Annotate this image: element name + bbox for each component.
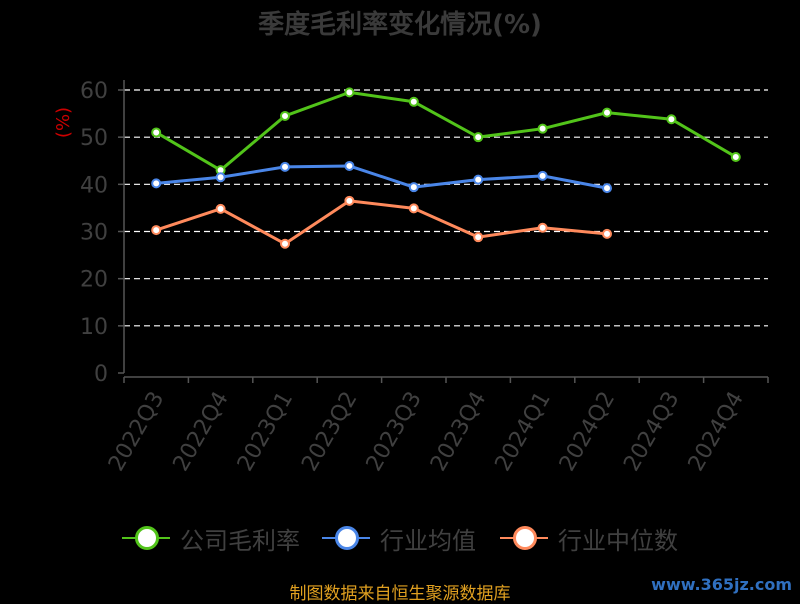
data-point <box>473 232 484 243</box>
y-tick-label: 60 <box>80 79 108 104</box>
x-tick-label: 2024Q4 <box>684 388 749 476</box>
x-tick-label: 2023Q4 <box>426 388 491 476</box>
data-point <box>280 238 290 249</box>
x-tick-label: 2024Q3 <box>619 388 684 476</box>
y-tick-label: 50 <box>80 126 108 151</box>
data-point <box>151 178 162 189</box>
data-point <box>151 127 162 138</box>
x-tick-label: 2023Q3 <box>362 388 427 476</box>
data-point <box>151 225 162 236</box>
data-point <box>408 203 419 214</box>
legend-label-industry-median: 行业中位数 <box>558 526 678 555</box>
legend-marker-company <box>122 526 170 550</box>
x-tick-label: 2022Q3 <box>104 388 169 476</box>
data-point <box>602 107 612 118</box>
data-point <box>537 170 548 181</box>
series-line-1 <box>156 164 608 190</box>
y-tick-label: 30 <box>80 221 108 246</box>
legend: 公司毛利率 行业均值 行业中位数 <box>0 518 800 558</box>
x-tick-label: 2023Q1 <box>233 388 298 476</box>
legend-item-company[interactable]: 公司毛利率 <box>122 518 300 558</box>
data-point <box>280 110 290 121</box>
data-point <box>215 172 226 183</box>
chart-title: 季度毛利率变化情况(%) <box>258 10 542 40</box>
data-point <box>537 222 548 233</box>
watermark: www.365jz.com <box>651 575 792 594</box>
series-line-2 <box>155 199 608 246</box>
legend-item-industry-mean[interactable]: 行业均值 <box>322 518 476 558</box>
source-note: 制图数据来自恒生聚源数据库 <box>289 584 511 604</box>
data-point <box>602 183 612 194</box>
legend-marker-industry-mean <box>322 526 370 550</box>
data-point <box>344 87 355 98</box>
data-point <box>408 96 419 107</box>
legend-item-industry-median[interactable]: 行业中位数 <box>500 518 678 558</box>
data-point <box>408 182 419 193</box>
data-point <box>666 114 677 125</box>
y-tick-label: 20 <box>80 268 108 293</box>
data-point <box>537 123 548 134</box>
x-tick-label: 2024Q1 <box>490 388 555 476</box>
data-point <box>344 160 355 171</box>
legend-label-company: 公司毛利率 <box>180 526 300 555</box>
data-point <box>215 203 226 214</box>
y-tick-label: 10 <box>80 315 108 340</box>
data-point <box>730 151 741 162</box>
legend-marker-industry-median <box>500 526 548 550</box>
data-point <box>344 195 355 206</box>
data-point <box>473 132 484 143</box>
x-tick-label: 2023Q2 <box>297 388 362 476</box>
data-point <box>473 174 484 185</box>
x-tick-label: 2022Q4 <box>168 388 233 476</box>
legend-label-industry-mean: 行业均值 <box>380 526 476 555</box>
data-point <box>280 161 290 172</box>
x-tick-label: 2024Q2 <box>555 388 620 476</box>
y-tick-label: 40 <box>80 173 108 198</box>
y-tick-label: 0 <box>94 362 108 387</box>
data-point <box>602 228 612 239</box>
series-line-0 <box>155 90 737 172</box>
